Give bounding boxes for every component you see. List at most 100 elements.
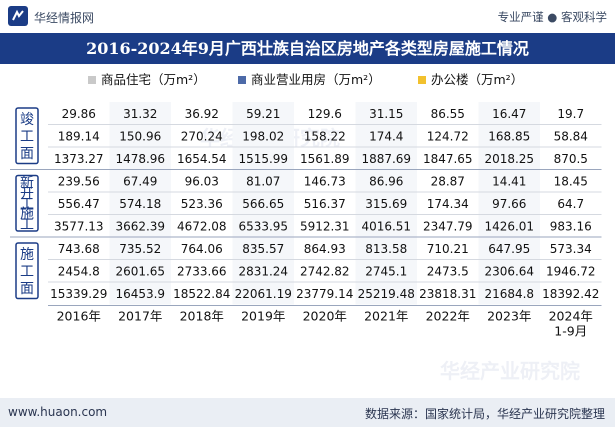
data-label: 31.15 bbox=[369, 107, 403, 121]
data-label: 174.4 bbox=[369, 129, 403, 143]
x-tick-label: 2018年 bbox=[180, 309, 224, 324]
legend-label-office: 办公楼（万m²） bbox=[431, 72, 524, 87]
data-label: 3662.39 bbox=[115, 219, 165, 233]
data-label: 59.21 bbox=[246, 107, 280, 121]
data-label: 983.16 bbox=[550, 219, 592, 233]
data-label: 4672.08 bbox=[177, 219, 227, 233]
column-band bbox=[478, 102, 540, 305]
data-label: 1946.72 bbox=[546, 264, 596, 278]
data-label: 566.65 bbox=[242, 197, 284, 211]
data-label: 1654.54 bbox=[177, 152, 227, 166]
data-label: 523.36 bbox=[181, 197, 223, 211]
slogan: 专业严谨 ● 客观科学 bbox=[497, 10, 607, 24]
group-label-char: 面 bbox=[20, 146, 34, 162]
data-label: 1515.99 bbox=[238, 152, 288, 166]
data-label: 2742.82 bbox=[300, 264, 350, 278]
data-label: 647.95 bbox=[488, 242, 530, 256]
column-band bbox=[109, 102, 171, 305]
legend: 商品住宅（万m²） 商业营业用房（万m²） 办公楼（万m²） bbox=[0, 70, 615, 90]
legend-item-commercial: 商业营业用房（万m²） bbox=[238, 70, 381, 90]
x-tick-label: 2024年 bbox=[549, 309, 593, 324]
x-tick-label: 2021年 bbox=[364, 309, 408, 324]
data-label: 3577.13 bbox=[54, 219, 104, 233]
group-label-char: 竣 bbox=[20, 112, 34, 128]
data-label: 29.86 bbox=[62, 107, 96, 121]
data-label: 86.55 bbox=[431, 107, 465, 121]
legend-label-residential: 商品住宅（万m²） bbox=[101, 72, 206, 87]
data-label: 28.87 bbox=[431, 174, 465, 188]
data-label: 835.57 bbox=[242, 242, 284, 256]
x-tick-label: 2016年 bbox=[57, 309, 101, 324]
data-label: 16453.9 bbox=[115, 287, 165, 301]
data-label: 2473.5 bbox=[427, 264, 469, 278]
data-label: 174.34 bbox=[427, 197, 469, 211]
legend-item-office: 办公楼（万m²） bbox=[418, 70, 523, 90]
x-tick-label: 2019年 bbox=[241, 309, 285, 324]
group-label-char: 施 bbox=[20, 207, 34, 223]
data-label: 516.37 bbox=[304, 197, 346, 211]
data-label: 2733.66 bbox=[177, 264, 227, 278]
legend-swatch-residential bbox=[88, 75, 96, 84]
data-label: 23818.31 bbox=[419, 287, 476, 301]
legend-swatch-commercial bbox=[238, 75, 246, 84]
data-label: 150.96 bbox=[119, 129, 161, 143]
data-label: 1426.01 bbox=[484, 219, 534, 233]
data-label: 239.56 bbox=[58, 174, 100, 188]
data-label: 2745.1 bbox=[365, 264, 407, 278]
data-label: 2454.8 bbox=[58, 264, 100, 278]
footer-url: www.huaon.com bbox=[8, 405, 108, 419]
data-label: 813.58 bbox=[365, 242, 407, 256]
data-label: 25219.48 bbox=[358, 287, 415, 301]
data-label: 2347.79 bbox=[423, 219, 473, 233]
data-label: 573.34 bbox=[550, 242, 592, 256]
chart-title: 2016-2024年9月广西壮族自治区房地产各类型房屋施工情况 bbox=[86, 39, 529, 58]
top-bar: 华经情报网 专业严谨 ● 客观科学 bbox=[0, 0, 615, 33]
data-label: 22061.19 bbox=[235, 287, 292, 301]
data-label: 198.02 bbox=[242, 129, 284, 143]
group-label-char: 工 bbox=[20, 264, 34, 280]
data-label: 124.72 bbox=[427, 129, 469, 143]
data-label: 18522.84 bbox=[173, 287, 230, 301]
data-label: 67.49 bbox=[123, 174, 157, 188]
data-label: 556.47 bbox=[58, 197, 100, 211]
data-label: 96.03 bbox=[185, 174, 219, 188]
group-label-char: 面 bbox=[20, 281, 34, 297]
data-label: 2831.24 bbox=[238, 264, 288, 278]
group-label-char: 施 bbox=[20, 247, 34, 263]
group-label-frame bbox=[15, 107, 39, 165]
data-label: 97.66 bbox=[492, 197, 526, 211]
data-label: 64.7 bbox=[557, 197, 584, 211]
x-tick-label: 2023年 bbox=[487, 309, 531, 324]
data-label: 864.93 bbox=[304, 242, 346, 256]
data-label: 168.85 bbox=[488, 129, 530, 143]
x-tick-label: 2022年 bbox=[426, 309, 470, 324]
group-label-frame bbox=[15, 174, 39, 232]
group-label-frame bbox=[15, 242, 39, 300]
data-label: 1373.27 bbox=[54, 152, 104, 166]
data-label: 18392.42 bbox=[542, 287, 599, 301]
data-label: 129.6 bbox=[308, 107, 342, 121]
data-label: 2306.64 bbox=[484, 264, 534, 278]
data-label: 58.84 bbox=[554, 129, 588, 143]
huajing-logo-icon bbox=[8, 6, 28, 26]
data-label: 31.32 bbox=[123, 107, 157, 121]
data-label: 2018.25 bbox=[484, 152, 534, 166]
group-label-char: 工 bbox=[20, 217, 34, 233]
data-label: 870.5 bbox=[554, 152, 588, 166]
data-label: 710.21 bbox=[427, 242, 469, 256]
data-label: 81.07 bbox=[246, 174, 280, 188]
data-label: 19.7 bbox=[557, 107, 584, 121]
brand-name: 华经情报网 bbox=[34, 11, 95, 25]
data-label: 735.52 bbox=[119, 242, 161, 256]
watermark: 华经产业研究院 bbox=[440, 359, 580, 383]
footer-bar: www.huaon.com 数据来源：国家统计局，华经产业研究院整理 bbox=[0, 398, 615, 427]
data-label: 16.47 bbox=[492, 107, 526, 121]
data-label: 14.41 bbox=[492, 174, 526, 188]
data-label: 15339.29 bbox=[50, 287, 107, 301]
data-label: 1561.89 bbox=[300, 152, 350, 166]
data-label: 743.68 bbox=[58, 242, 100, 256]
data-label: 23779.14 bbox=[296, 287, 353, 301]
title-bar: 2016-2024年9月广西壮族自治区房地产各类型房屋施工情况 bbox=[0, 33, 615, 64]
legend-label-commercial: 商业营业用房（万m²） bbox=[251, 72, 381, 87]
